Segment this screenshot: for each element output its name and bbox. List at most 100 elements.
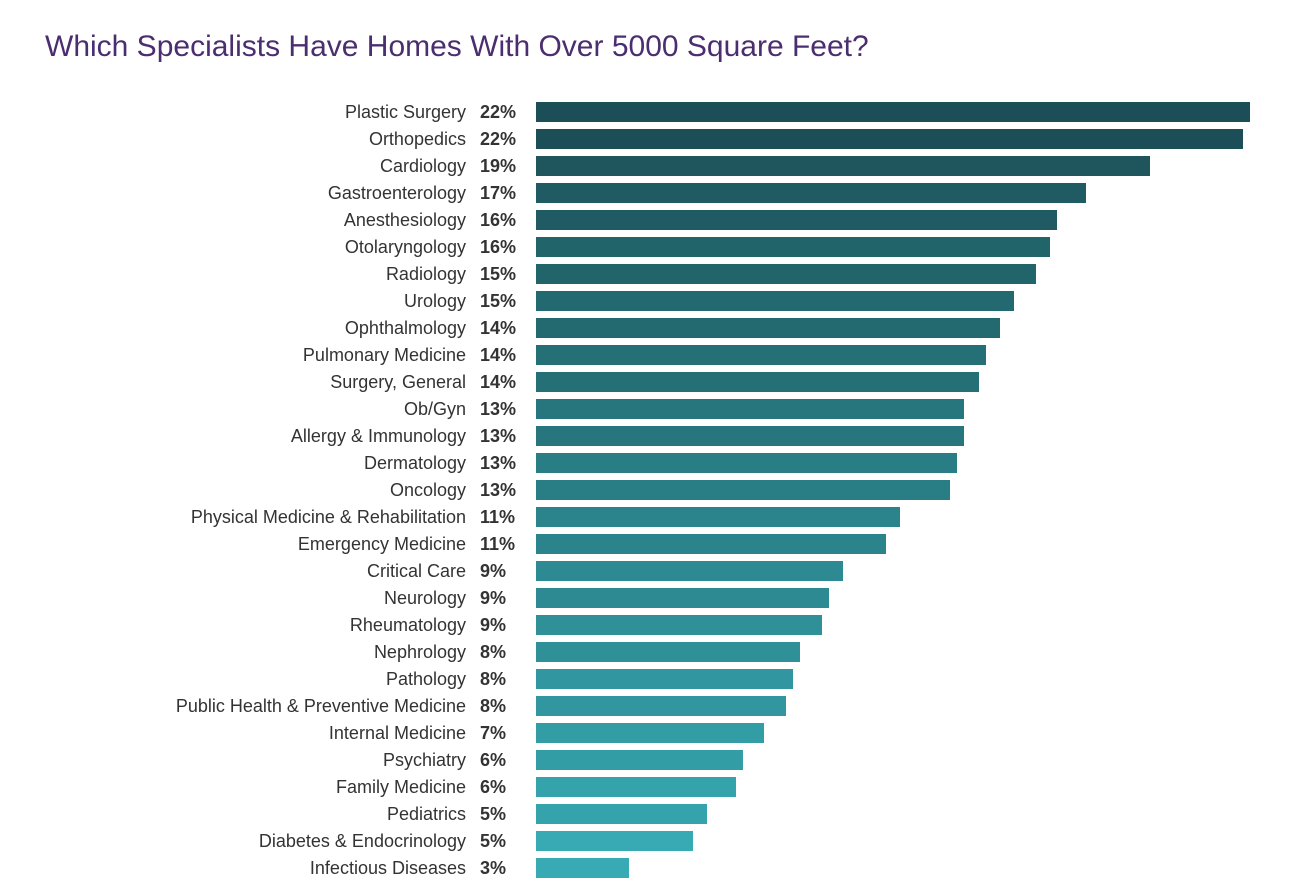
chart-row: Neurology9% (40, 585, 1250, 611)
category-label: Pediatrics (40, 804, 480, 825)
bar-track (536, 534, 1250, 554)
value-label: 9% (480, 615, 536, 636)
bar (536, 642, 800, 662)
bar (536, 453, 957, 473)
bar (536, 777, 736, 797)
chart-row: Rheumatology9% (40, 612, 1250, 638)
bar-track (536, 183, 1250, 203)
value-label: 13% (480, 480, 536, 501)
category-label: Infectious Diseases (40, 858, 480, 879)
chart-row: Cardiology19% (40, 153, 1250, 179)
value-label: 15% (480, 291, 536, 312)
bar-track (536, 615, 1250, 635)
bar (536, 426, 964, 446)
bar (536, 210, 1057, 230)
chart-row: Family Medicine6% (40, 774, 1250, 800)
category-label: Gastroenterology (40, 183, 480, 204)
category-label: Psychiatry (40, 750, 480, 771)
chart-row: Ophthalmology14% (40, 315, 1250, 341)
bar (536, 372, 979, 392)
value-label: 17% (480, 183, 536, 204)
category-label: Allergy & Immunology (40, 426, 480, 447)
category-label: Urology (40, 291, 480, 312)
value-label: 3% (480, 858, 536, 879)
value-label: 5% (480, 831, 536, 852)
chart-row: Diabetes & Endocrinology5% (40, 828, 1250, 854)
bar-track (536, 831, 1250, 851)
bar-track (536, 102, 1250, 122)
chart-row: Oncology13% (40, 477, 1250, 503)
chart-row: Psychiatry6% (40, 747, 1250, 773)
chart-row: Physical Medicine & Rehabilitation11% (40, 504, 1250, 530)
chart-row: Gastroenterology17% (40, 180, 1250, 206)
bar (536, 156, 1150, 176)
chart-row: Emergency Medicine11% (40, 531, 1250, 557)
chart-row: Radiology15% (40, 261, 1250, 287)
category-label: Diabetes & Endocrinology (40, 831, 480, 852)
value-label: 22% (480, 129, 536, 150)
bar (536, 480, 950, 500)
category-label: Anesthesiology (40, 210, 480, 231)
bar-track (536, 642, 1250, 662)
category-label: Critical Care (40, 561, 480, 582)
chart-row: Pathology8% (40, 666, 1250, 692)
value-label: 11% (480, 507, 536, 528)
bar-track (536, 723, 1250, 743)
value-label: 9% (480, 561, 536, 582)
bar (536, 669, 793, 689)
chart-row: Plastic Surgery22% (40, 99, 1250, 125)
value-label: 6% (480, 750, 536, 771)
chart-row: Anesthesiology16% (40, 207, 1250, 233)
bar-track (536, 264, 1250, 284)
chart-row: Ob/Gyn13% (40, 396, 1250, 422)
category-label: Dermatology (40, 453, 480, 474)
bar-track (536, 777, 1250, 797)
value-label: 15% (480, 264, 536, 285)
bar-track (536, 750, 1250, 770)
bar-track (536, 804, 1250, 824)
bar (536, 534, 886, 554)
category-label: Public Health & Preventive Medicine (40, 696, 480, 717)
category-label: Family Medicine (40, 777, 480, 798)
chart-row: Pulmonary Medicine14% (40, 342, 1250, 368)
bar (536, 831, 693, 851)
bar-track (536, 210, 1250, 230)
bar-track (536, 372, 1250, 392)
value-label: 11% (480, 534, 536, 555)
bar (536, 264, 1036, 284)
bar (536, 561, 843, 581)
chart-row: Nephrology8% (40, 639, 1250, 665)
value-label: 5% (480, 804, 536, 825)
value-label: 6% (480, 777, 536, 798)
category-label: Nephrology (40, 642, 480, 663)
category-label: Otolaryngology (40, 237, 480, 258)
value-label: 14% (480, 345, 536, 366)
value-label: 8% (480, 669, 536, 690)
chart-row: Infectious Diseases3% (40, 855, 1250, 881)
value-label: 13% (480, 399, 536, 420)
bar-track (536, 858, 1250, 878)
category-label: Orthopedics (40, 129, 480, 150)
chart-row: Orthopedics22% (40, 126, 1250, 152)
bar (536, 615, 822, 635)
bar (536, 507, 900, 527)
category-label: Emergency Medicine (40, 534, 480, 555)
value-label: 22% (480, 102, 536, 123)
value-label: 8% (480, 696, 536, 717)
value-label: 14% (480, 372, 536, 393)
chart-row: Pediatrics5% (40, 801, 1250, 827)
category-label: Pathology (40, 669, 480, 690)
bar (536, 696, 786, 716)
bar (536, 237, 1050, 257)
bar (536, 183, 1086, 203)
bar (536, 102, 1250, 122)
value-label: 13% (480, 426, 536, 447)
value-label: 14% (480, 318, 536, 339)
bar-track (536, 669, 1250, 689)
bar (536, 291, 1014, 311)
bar-track (536, 156, 1250, 176)
bar-track (536, 399, 1250, 419)
category-label: Ophthalmology (40, 318, 480, 339)
value-label: 9% (480, 588, 536, 609)
value-label: 13% (480, 453, 536, 474)
